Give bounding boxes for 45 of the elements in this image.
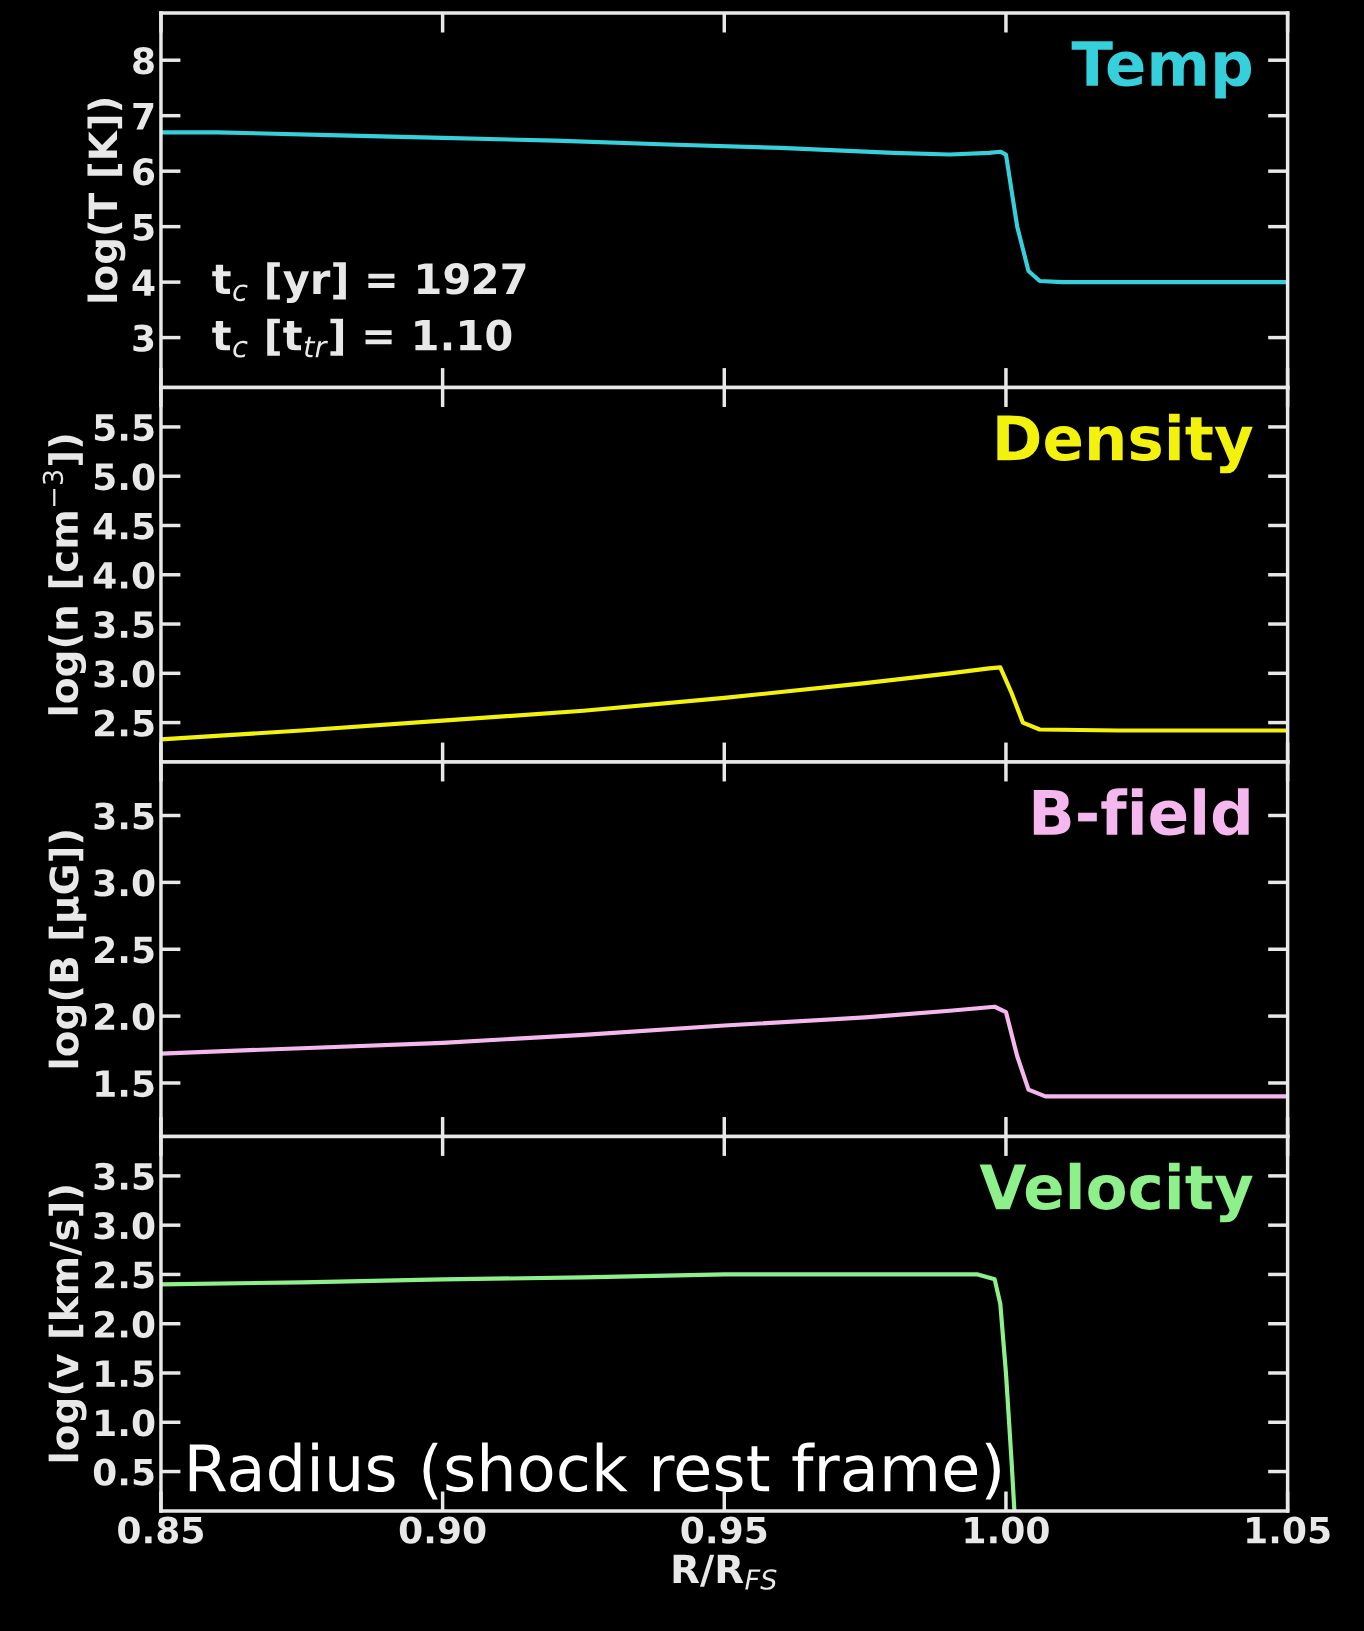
y-tick-label: 3.0 — [94, 869, 155, 897]
y-tick-label: 2.5 — [94, 936, 154, 964]
y-tick-label: 5 — [133, 214, 154, 241]
x-tick-label: 0.85 — [118, 1516, 203, 1544]
annotation: t$_{c}$ [t$_{tr}$] = 1.10 — [212, 318, 512, 358]
y-tick-label: 2.5 — [94, 709, 154, 737]
y-tick-label: 3.5 — [94, 610, 154, 639]
y-tick-label: 0.5 — [93, 1458, 154, 1486]
x-tick-label: 0.90 — [399, 1516, 486, 1544]
text: Density — [997, 413, 1253, 474]
line-series — [160, 665, 1288, 742]
series-label: Velocity — [979, 1162, 1253, 1223]
y-tick-label: 3 — [133, 324, 154, 352]
y-axis-title: log(T [K]) — [87, 99, 126, 302]
x-axis-title: R/R$_{FS}$ — [673, 1554, 777, 1590]
y-tick-label: 2.0 — [94, 1310, 155, 1338]
line-series — [160, 1272, 1017, 1511]
y-tick-label: 1.0 — [96, 1409, 155, 1437]
y-tick-label: 7 — [133, 103, 154, 130]
y-tick-label: 3.0 — [94, 1212, 155, 1240]
x-tick-label: 1.00 — [965, 1516, 1049, 1544]
y-tick-label: 2.0 — [94, 1003, 155, 1031]
y-tick-label: 5.5 — [94, 414, 154, 442]
x-tick-label: 0.95 — [681, 1516, 767, 1544]
text: B-field — [1033, 788, 1249, 836]
y-tick-label: 4 — [132, 269, 155, 296]
x-tick-label: 1.05 — [1247, 1516, 1330, 1544]
annotation: Radius (shock rest frame) — [189, 1442, 1000, 1500]
annotation: t$_{c}$ [yr] = 1927 — [212, 262, 526, 303]
y-tick-label: 1.5 — [96, 1070, 154, 1098]
y-tick-label: 4.0 — [93, 561, 155, 589]
y-axis-title: log(n [cm$^{−3}$]) — [42, 435, 87, 715]
y-tick-label: 4.5 — [93, 512, 154, 540]
y-tick-label: 3.5 — [94, 1162, 154, 1191]
y-tick-label: 1.5 — [96, 1360, 154, 1388]
y-axis-title: log(B [μG]) — [48, 831, 87, 1068]
y-axis-title: log(v [km/s]) — [48, 1186, 87, 1462]
series-label: Temp — [1071, 41, 1252, 99]
y-tick-label: 3.0 — [94, 660, 155, 688]
y-tick-label: 8 — [133, 47, 154, 75]
y-tick-label: 3.5 — [94, 802, 154, 830]
y-tick-label: 2.5 — [94, 1261, 154, 1289]
y-tick-label: 5.0 — [94, 463, 155, 491]
y-tick-label: 6 — [133, 158, 155, 186]
line-series — [160, 1004, 1288, 1099]
